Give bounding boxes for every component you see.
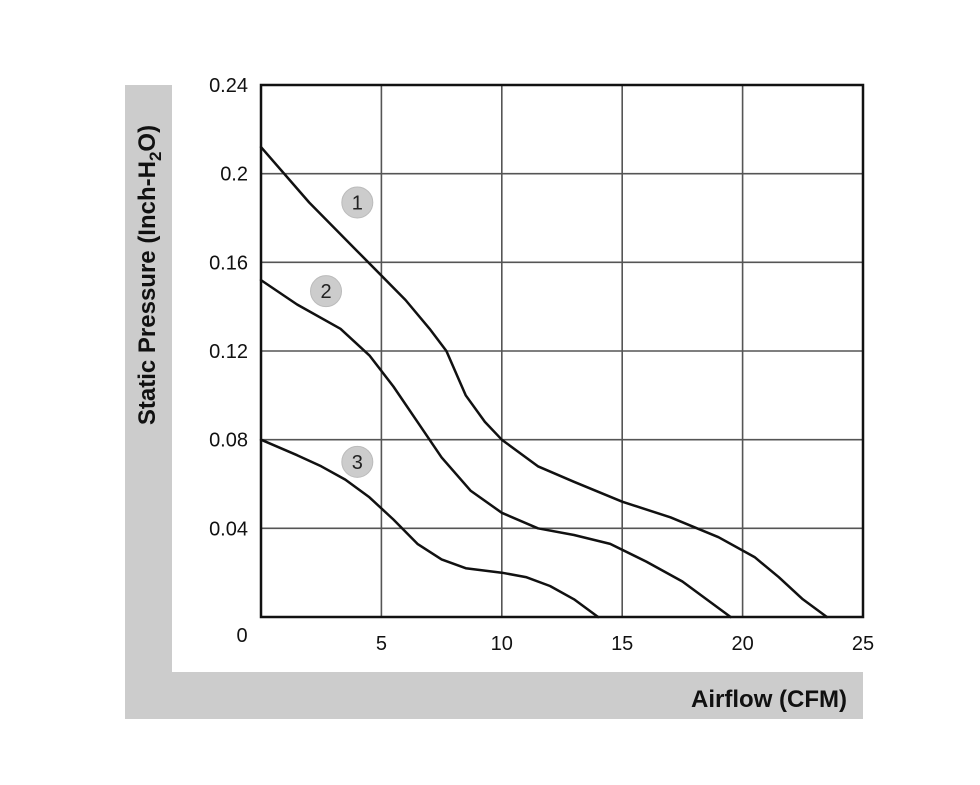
axis-band-bottom [125,672,863,719]
y-tick-label-2: 0.08 [209,430,248,452]
axis-band [125,85,863,719]
plot-frame [259,83,865,619]
curve-3 [259,438,600,619]
y-tick-label-1: 0.04 [209,518,248,540]
curve-marker-2-badge [310,275,343,308]
axis-band-left [125,85,172,719]
x-tick-labels: 5 10 15 20 25 [376,633,874,655]
x-tick-label-0: 5 [376,633,387,655]
y-tick-label-6: 0.24 [209,75,248,97]
curve-marker-3-badge [341,445,374,478]
x-tick-label-3: 20 [731,633,753,655]
curve-1 [259,145,829,619]
x-tick-label-1: 10 [491,633,513,655]
curve-marker-1-badge [341,186,374,219]
y-tick-label-4: 0.16 [209,252,248,274]
y-axis-title-main: Static Pressure (Inch-H [134,161,161,425]
curve-2 [259,278,732,619]
curve-marker-2-label: 2 [320,281,331,303]
x-tick-label-2: 15 [611,633,633,655]
curve-marker-1-label: 1 [352,192,363,214]
grid-lines [261,85,863,617]
y-axis-title: Static Pressure (Inch-H2O) [134,125,165,425]
y-tick-label-3: 0.12 [209,341,248,363]
y-tick-label-5: 0.2 [220,164,248,186]
curves [259,145,829,619]
y-tick-label-0: 0 [236,625,247,647]
x-axis-title: Airflow (CFM) [691,686,847,713]
y-axis-title-tail: O) [134,125,161,152]
curve-markers: 1 2 3 [310,186,374,478]
curve-marker-3-label: 3 [352,452,363,474]
x-tick-label-4: 25 [852,633,874,655]
y-tick-labels: 0 0.04 0.08 0.12 0.16 0.2 0.24 [209,75,248,647]
y-axis-title-subscript: 2 [146,152,165,161]
